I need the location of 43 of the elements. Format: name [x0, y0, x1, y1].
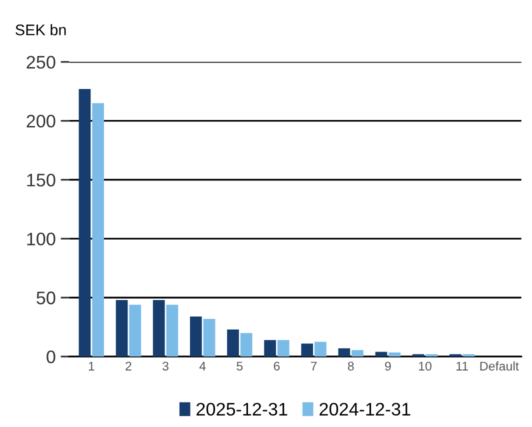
x-tick-label: 3	[162, 362, 168, 371]
bar	[190, 316, 202, 357]
x-tick-label: 5	[236, 362, 243, 371]
x-tick-label: 4	[199, 362, 206, 370]
bar	[92, 103, 104, 357]
y-axis-title: SEK bn	[16, 24, 66, 36]
x-tick-label: 10	[418, 362, 432, 371]
bar	[462, 354, 475, 357]
bar	[203, 318, 216, 357]
y-tick-label: 150	[27, 174, 56, 186]
x-tick-label: 7	[310, 362, 317, 370]
bar	[166, 304, 178, 357]
x-tick-label: Default	[480, 361, 519, 371]
bar	[426, 354, 438, 357]
y-tick-label: 100	[27, 232, 56, 246]
bar	[227, 329, 239, 357]
bar	[388, 352, 401, 357]
y-tick-label: 250	[26, 56, 56, 69]
x-tick-label: 1	[88, 362, 94, 370]
y-tick-label: 0	[46, 350, 56, 364]
bar	[264, 340, 276, 357]
bar	[375, 352, 388, 357]
y-tick-label: 200	[26, 114, 56, 128]
bar	[301, 344, 314, 357]
x-tick-label: 11	[456, 362, 468, 370]
bar	[449, 354, 462, 357]
bar	[314, 342, 326, 357]
bar	[78, 89, 91, 357]
bar	[352, 350, 364, 357]
bar	[152, 300, 165, 357]
bar	[240, 332, 252, 357]
x-tick-label: 6	[274, 362, 280, 371]
bar	[277, 340, 290, 357]
bar	[338, 348, 350, 357]
x-tick-label: 8	[348, 362, 354, 371]
bar	[116, 300, 128, 357]
bar	[412, 354, 424, 357]
bar	[129, 304, 142, 357]
y-tick-label: 50	[36, 292, 56, 304]
x-tick-label: 9	[385, 362, 391, 371]
x-tick-label: 2	[126, 362, 132, 370]
legend-label: 2024-12-31	[320, 402, 410, 416]
legend-label: 2025-12-31	[196, 402, 288, 416]
